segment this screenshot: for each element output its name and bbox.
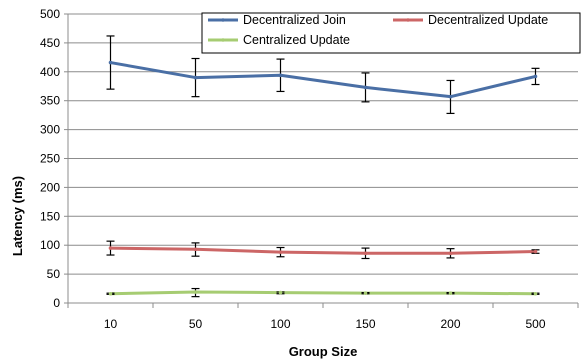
axes: [64, 13, 579, 308]
legend-item-2: Centralized Update: [208, 33, 350, 47]
data-point: [193, 247, 198, 252]
legend-box: [201, 12, 581, 54]
series-1: [106, 240, 540, 260]
data-point: [108, 60, 113, 65]
data-point: [278, 250, 283, 254]
series-line-1: [110, 246, 536, 255]
data-point: [108, 246, 113, 250]
legend-item-0: Decentralized Join: [208, 13, 346, 27]
series-0: [106, 35, 540, 115]
legend-label: Decentralized Update: [428, 13, 548, 27]
legend-item-1: Decentralized Update: [393, 13, 548, 27]
data-point: [533, 291, 538, 296]
x-tick-label-10: 10: [104, 317, 118, 331]
y-tick-label: 500: [40, 7, 60, 21]
data-point: [363, 85, 368, 90]
legend: Decentralized Join Decentralized Update Ce…: [201, 12, 581, 54]
y-tick-label: 300: [40, 123, 60, 137]
data-point: [448, 291, 453, 295]
x-tick-label-100: 100: [270, 317, 290, 331]
data-point: [533, 74, 538, 79]
y-tick-label: 400: [40, 65, 60, 79]
data-point: [193, 75, 198, 80]
y-tick-label: 350: [40, 94, 60, 108]
y-tick-label: 50: [47, 267, 61, 281]
data-point: [448, 94, 453, 99]
series-2: [106, 287, 540, 298]
data-point: [363, 251, 368, 256]
x-tick-labels: 10 50 100 150 200 500: [104, 317, 546, 331]
data-point: [193, 290, 198, 294]
data-point: [363, 291, 368, 295]
y-tick-label: 150: [40, 209, 60, 223]
data-point: [278, 73, 283, 78]
legend-label: Decentralized Join: [243, 13, 346, 27]
x-tick-label-50: 50: [189, 317, 203, 331]
x-axis-title: Group Size: [289, 344, 358, 359]
y-tick-label: 100: [40, 238, 60, 252]
data-point: [278, 290, 283, 295]
y-tick-label: 250: [40, 152, 60, 166]
x-tick-label-500: 500: [525, 317, 545, 331]
series-line-0: [110, 61, 536, 99]
legend-label: Centralized Update: [243, 33, 350, 47]
series-line-2: [110, 290, 536, 296]
series-group: [106, 35, 540, 298]
y-tick-label: 200: [40, 180, 60, 194]
y-tick-labels: 0 50 100 150 200 250 300 350 400 450 500: [40, 7, 60, 310]
y-axis-title: Latency (ms): [10, 176, 25, 256]
x-tick-label-150: 150: [355, 317, 375, 331]
data-point: [533, 249, 538, 254]
data-point: [448, 251, 453, 256]
y-tick-label: 0: [53, 296, 60, 310]
y-tick-label: 450: [40, 36, 60, 50]
data-point: [108, 291, 113, 296]
x-tick-label-200: 200: [440, 317, 460, 331]
